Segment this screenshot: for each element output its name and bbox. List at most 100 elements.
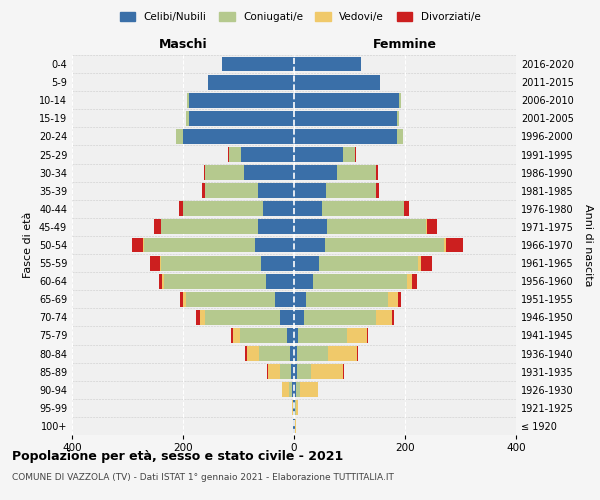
Bar: [291, 364, 294, 379]
Bar: [222, 56, 294, 72]
Bar: [304, 310, 376, 325]
Bar: [328, 220, 426, 234]
Bar: [261, 256, 294, 270]
Bar: [325, 238, 444, 252]
Bar: [343, 364, 344, 379]
Y-axis label: Anni di nascita: Anni di nascita: [583, 204, 593, 286]
Bar: [280, 364, 291, 379]
Bar: [294, 346, 298, 361]
Bar: [183, 202, 263, 216]
Bar: [295, 418, 296, 434]
Bar: [202, 184, 205, 198]
Bar: [150, 256, 160, 270]
Bar: [245, 346, 247, 361]
Bar: [306, 292, 388, 306]
Bar: [311, 364, 343, 379]
Bar: [446, 238, 463, 252]
Bar: [404, 202, 409, 216]
Bar: [180, 292, 183, 306]
Bar: [294, 382, 296, 397]
Bar: [294, 129, 397, 144]
Bar: [294, 256, 319, 270]
Bar: [294, 220, 328, 234]
Bar: [188, 111, 294, 126]
Bar: [205, 165, 244, 180]
Bar: [241, 147, 294, 162]
Bar: [164, 274, 266, 288]
Bar: [231, 328, 233, 343]
Bar: [326, 184, 376, 198]
Bar: [258, 184, 294, 198]
Bar: [283, 382, 289, 397]
Bar: [294, 93, 400, 108]
Bar: [298, 328, 347, 343]
Bar: [294, 165, 337, 180]
Bar: [398, 292, 401, 306]
Bar: [179, 202, 183, 216]
Bar: [203, 165, 205, 180]
Bar: [294, 202, 322, 216]
Bar: [266, 274, 294, 288]
Bar: [357, 346, 358, 361]
Bar: [294, 364, 297, 379]
Bar: [392, 310, 394, 325]
Bar: [397, 111, 399, 126]
Bar: [143, 238, 144, 252]
Bar: [296, 382, 300, 397]
Bar: [388, 292, 398, 306]
Bar: [244, 165, 294, 180]
Bar: [322, 202, 404, 216]
Bar: [267, 364, 268, 379]
Bar: [161, 220, 258, 234]
Bar: [337, 165, 376, 180]
Bar: [162, 274, 164, 288]
Bar: [294, 111, 397, 126]
Bar: [294, 56, 361, 72]
Bar: [229, 147, 241, 162]
Bar: [196, 310, 200, 325]
Text: Maschi: Maschi: [158, 38, 208, 52]
Bar: [280, 310, 294, 325]
Bar: [290, 346, 294, 361]
Bar: [176, 129, 183, 144]
Bar: [200, 310, 205, 325]
Bar: [343, 147, 355, 162]
Bar: [228, 147, 229, 162]
Bar: [263, 202, 294, 216]
Y-axis label: Fasce di età: Fasce di età: [23, 212, 33, 278]
Bar: [294, 274, 313, 288]
Text: Femmine: Femmine: [373, 38, 437, 52]
Bar: [183, 129, 294, 144]
Bar: [412, 274, 416, 288]
Bar: [418, 256, 421, 270]
Bar: [132, 238, 143, 252]
Bar: [289, 382, 292, 397]
Bar: [208, 74, 294, 90]
Bar: [444, 238, 446, 252]
Bar: [187, 93, 188, 108]
Bar: [294, 328, 298, 343]
Bar: [240, 328, 287, 343]
Bar: [313, 274, 407, 288]
Bar: [297, 364, 311, 379]
Bar: [400, 93, 401, 108]
Bar: [294, 74, 380, 90]
Bar: [275, 292, 294, 306]
Bar: [287, 328, 294, 343]
Bar: [376, 310, 392, 325]
Bar: [183, 292, 186, 306]
Bar: [268, 364, 280, 379]
Bar: [347, 328, 367, 343]
Bar: [154, 220, 161, 234]
Bar: [427, 220, 437, 234]
Bar: [376, 165, 378, 180]
Bar: [160, 256, 161, 270]
Bar: [233, 328, 240, 343]
Bar: [407, 274, 412, 288]
Bar: [300, 382, 318, 397]
Bar: [292, 400, 293, 415]
Bar: [259, 346, 290, 361]
Bar: [296, 400, 298, 415]
Bar: [295, 400, 296, 415]
Bar: [294, 147, 343, 162]
